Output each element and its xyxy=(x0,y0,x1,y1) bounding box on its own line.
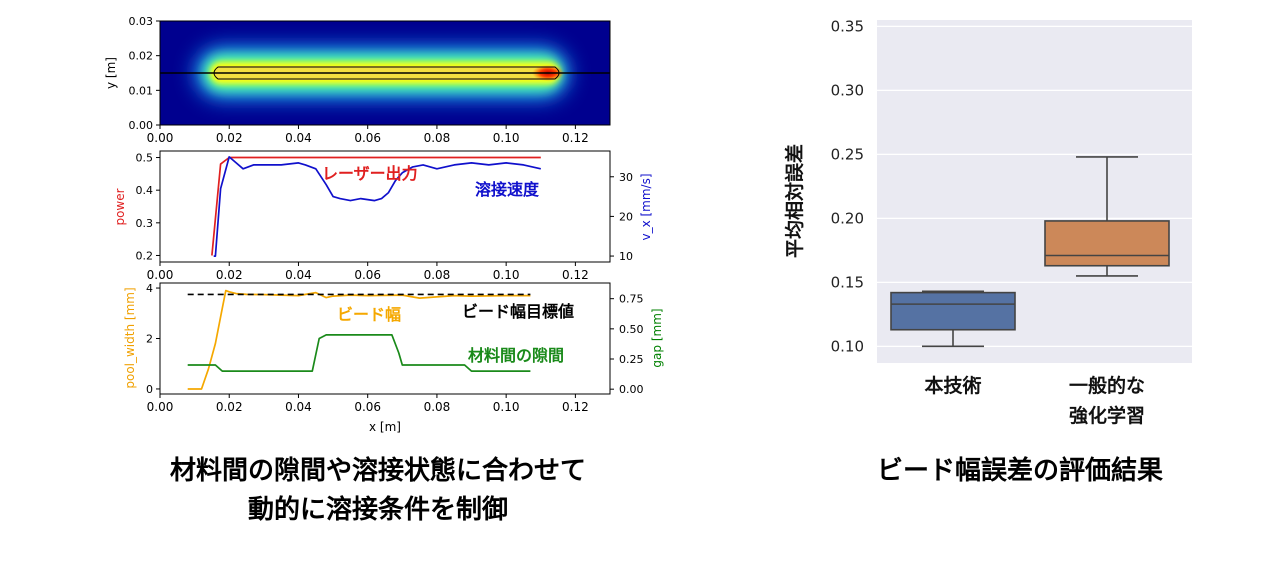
left-tick-label: 4 xyxy=(146,282,153,295)
power-speed-ticks: 0.00 0.02 0.04 0.06 0.08 0.10 0.12 0.2 0.3 0.4 0.5… xyxy=(136,152,634,282)
power-speed-series xyxy=(211,156,541,257)
x-tick-label: 0.02 xyxy=(216,131,243,145)
bead-gap-frame xyxy=(159,282,611,395)
x-tick-label: 0.06 xyxy=(354,400,381,414)
x-tick-label: 0.04 xyxy=(285,400,312,414)
x-tick-label: 0.08 xyxy=(424,268,451,282)
y-tick-label: 0.20 xyxy=(831,209,864,227)
category-label: 一般的な xyxy=(1069,374,1145,397)
x-tick-label: 0.00 xyxy=(147,400,174,414)
series-line-レーザー出力 xyxy=(211,156,541,256)
power-speed-panel: 0.00 0.02 0.04 0.06 0.08 0.10 0.12 0.2 0.3 0.4 0.5… xyxy=(113,150,653,282)
right-caption: ビード幅誤差の評価結果 xyxy=(877,455,1163,486)
pool-width-axis-label: pool_width [mm] xyxy=(123,287,137,388)
speed-axis-label: v_x [mm/s] xyxy=(639,173,653,240)
x-tick-label: 0.10 xyxy=(493,131,520,145)
box-plot-y-ticks: 0.10 0.15 0.20 0.25 0.30 0.35 xyxy=(831,17,864,355)
right-tick-label: 20 xyxy=(619,210,633,223)
y-tick-label: 0.25 xyxy=(831,145,864,163)
x-tick-label: 0.12 xyxy=(562,400,589,414)
y-tick-label: 0.30 xyxy=(831,81,864,99)
gap-annotation: 材料間の隙間 xyxy=(468,346,564,365)
x-tick-label: 0.04 xyxy=(285,268,312,282)
heatmap-frame xyxy=(159,20,611,126)
gap-axis-label: gap [mm] xyxy=(650,308,664,367)
bead-gap-series xyxy=(187,289,531,390)
category-label: 本技術 xyxy=(924,374,981,397)
y-tick-label: 0.03 xyxy=(129,15,154,28)
x-tick-label: 0.02 xyxy=(216,268,243,282)
laser-power-annotation: レーザー出力 xyxy=(322,164,418,183)
heatmap-y-label: y [m] xyxy=(104,57,118,89)
right-tick-label: 10 xyxy=(619,250,633,263)
bead-gap-ticks: 0.00 0.02 0.04 0.06 0.08 0.10 0.12 0 2 4 0.00 0.25 0… xyxy=(146,282,644,414)
x-tick-label: 0.06 xyxy=(354,268,381,282)
y-tick-label: 0.02 xyxy=(129,50,154,63)
left-tick-label: 0.4 xyxy=(136,184,154,197)
x-tick-label: 0.00 xyxy=(147,268,174,282)
bead-gap-panel: 0.00 0.02 0.04 0.06 0.08 0.10 0.12 0 2 4 0.00 0.25 0… xyxy=(123,282,664,434)
box-本技術 xyxy=(890,291,1016,331)
box-plot-grid xyxy=(877,25,1192,348)
x-tick-label: 0.06 xyxy=(354,131,381,145)
left-tick-label: 0.3 xyxy=(136,217,154,230)
x-axis-label: x [m] xyxy=(369,420,401,434)
box-一般的な強化学習 xyxy=(1044,220,1170,267)
x-tick-label: 0.12 xyxy=(562,131,589,145)
bead-width-annotation: ビード幅 xyxy=(337,305,401,324)
x-tick-label: 0.08 xyxy=(424,131,451,145)
x-tick-label: 0.10 xyxy=(493,268,520,282)
left-tick-label: 0.2 xyxy=(136,249,154,262)
left-tick-label: 2 xyxy=(146,333,153,346)
box-plot-y-label: 平均相対誤差 xyxy=(783,144,806,258)
heatmap-panel: 0.00 0.02 0.04 0.06 0.08 0.10 0.12 0.000.010.0… xyxy=(104,15,611,145)
x-tick-label: 0.00 xyxy=(147,131,174,145)
power-speed-frame xyxy=(159,150,611,263)
bead-width-target-annotation: ビード幅目標値 xyxy=(462,302,574,321)
x-tick-label: 0.12 xyxy=(562,268,589,282)
melt-pool-contour xyxy=(213,66,560,80)
heatmap-y-ticks: 0.00 0.01 0.02 0.03 xyxy=(129,15,160,132)
right-tick-label: 0.50 xyxy=(619,323,644,336)
left-caption-line2: 動的に溶接条件を制御 xyxy=(248,494,508,525)
series-line-溶接速度 xyxy=(213,156,541,257)
y-tick-label: 0.15 xyxy=(831,273,864,291)
category-label: 強化学習 xyxy=(1069,404,1145,427)
right-tick-label: 0.00 xyxy=(619,383,644,396)
y-tick-label: 0.01 xyxy=(129,84,154,97)
left-caption-line1: 材料間の隙間や溶接状態に合わせて xyxy=(170,455,586,486)
right-tick-label: 30 xyxy=(619,171,633,184)
right-tick-label: 0.75 xyxy=(619,293,644,306)
x-tick-label: 0.10 xyxy=(493,400,520,414)
box-plot-boxes xyxy=(890,156,1170,348)
left-tick-label: 0.5 xyxy=(136,152,154,165)
y-tick-label: 0.00 xyxy=(129,119,154,132)
x-tick-label: 0.04 xyxy=(285,131,312,145)
left-tick-label: 0 xyxy=(146,383,153,396)
series-line-材料間の隙間 xyxy=(187,334,531,372)
heatmap-x-ticks: 0.00 0.02 0.04 0.06 0.08 0.10 0.12 xyxy=(147,125,589,145)
y-tick-label: 0.35 xyxy=(831,17,864,35)
x-tick-label: 0.02 xyxy=(216,400,243,414)
x-tick-label: 0.08 xyxy=(424,400,451,414)
y-tick-label: 0.10 xyxy=(831,337,864,355)
power-axis-label: power xyxy=(113,188,127,225)
right-tick-label: 0.25 xyxy=(619,353,644,366)
series-line-ビード幅 xyxy=(187,289,531,390)
welding-speed-annotation: 溶接速度 xyxy=(475,180,540,199)
